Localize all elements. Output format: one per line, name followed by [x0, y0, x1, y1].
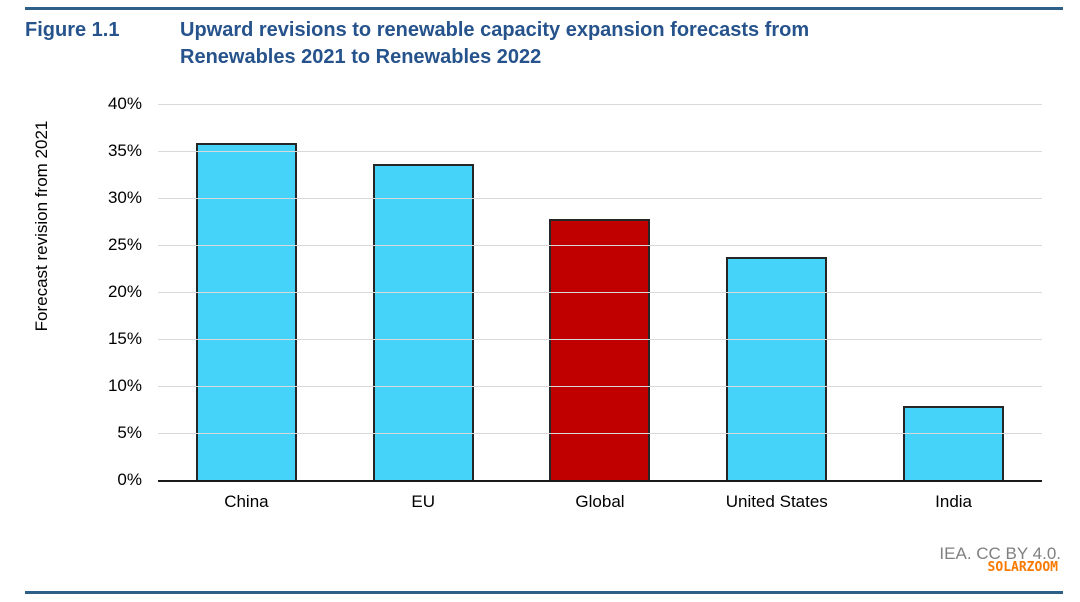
- gridline: [158, 151, 1042, 152]
- bottom-divider: [25, 591, 1063, 594]
- y-tick-label: 5%: [117, 423, 142, 442]
- figure-title-line-1: Upward revisions to renewable capacity e…: [180, 19, 810, 41]
- license-attribution: IEA. CC BY 4.0.: [939, 544, 1061, 563]
- y-tick-label: 30%: [107, 188, 142, 207]
- x-tick-label: India: [935, 492, 973, 511]
- gridline: [158, 198, 1042, 199]
- y-axis-ticks: 0% 5% 10% 15% 20% 25% 30% 35% 40%: [90, 94, 142, 489]
- bar-slot: [512, 104, 689, 480]
- bar-slot: [335, 104, 512, 480]
- bar-slot: [865, 104, 1042, 480]
- x-tick-label: United States: [725, 492, 828, 511]
- figure-number: Figure 1.1: [25, 19, 120, 41]
- y-tick-label: 35%: [107, 141, 142, 160]
- top-divider: [25, 7, 1063, 10]
- bar-china: [195, 142, 297, 480]
- x-tick-label: Global: [575, 492, 625, 511]
- bar-global: [549, 218, 651, 480]
- y-tick-label: 20%: [107, 282, 142, 301]
- figure-title-line-2: Renewables 2021 to Renewables 2022: [180, 46, 542, 68]
- bar-united-states: [726, 257, 828, 480]
- y-tick-label: 25%: [107, 235, 142, 254]
- x-tick-label: China: [224, 492, 269, 511]
- y-tick-label: 15%: [107, 329, 142, 348]
- bar-slot: [688, 104, 865, 480]
- y-axis-title: Forecast revision from 2021: [32, 120, 51, 332]
- y-tick-label: 40%: [107, 94, 142, 113]
- gridline: [158, 245, 1042, 246]
- gridline: [158, 386, 1042, 387]
- x-tick-label: EU: [411, 492, 435, 511]
- bar-eu: [372, 164, 474, 480]
- plot-area: [158, 104, 1042, 482]
- gridline: [158, 339, 1042, 340]
- gridline: [158, 104, 1042, 105]
- figure-title: Upward revisions to renewable capacity e…: [180, 17, 809, 71]
- bar-india: [903, 405, 1005, 480]
- y-tick-label: 10%: [107, 376, 142, 395]
- bars-row: [158, 104, 1042, 480]
- x-axis-labels: China EU Global United States India: [158, 492, 1042, 512]
- gridline: [158, 433, 1042, 434]
- y-tick-label: 0%: [117, 470, 142, 489]
- gridline: [158, 292, 1042, 293]
- watermark: SOLARZOOM: [987, 560, 1058, 575]
